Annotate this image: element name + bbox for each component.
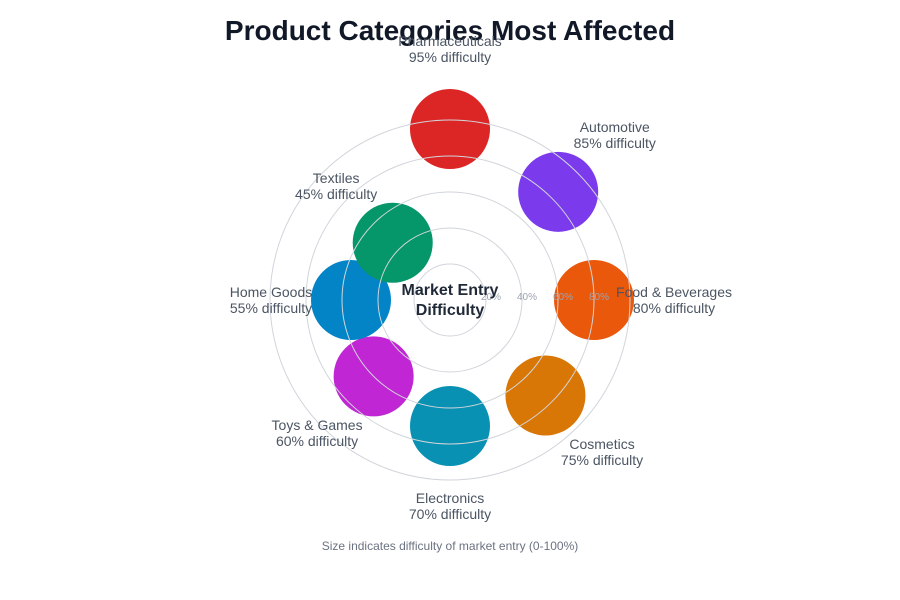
chart-title: Product Categories Most Affected xyxy=(225,15,675,46)
bubble-textiles xyxy=(352,202,433,283)
bubble-pharmaceuticals xyxy=(410,89,490,169)
label-toys-and-games: Toys & Games xyxy=(272,417,363,433)
label-cosmetics: Cosmetics xyxy=(569,436,634,452)
label-food-and-beverages: Food & Beverages xyxy=(616,284,732,300)
tick-label-80: 80% xyxy=(589,292,609,303)
grid-ring-80 xyxy=(305,155,595,445)
bubble-cosmetics xyxy=(505,355,586,436)
grid-ring-40 xyxy=(377,227,523,373)
grid-ring-60 xyxy=(341,191,559,409)
bubble-automotive xyxy=(518,151,599,232)
grid-rings xyxy=(269,119,631,481)
value-automotive: 85% difficulty xyxy=(574,135,656,151)
label-automotive: Automotive xyxy=(580,119,650,135)
value-textiles: 45% difficulty xyxy=(295,186,377,202)
bubble-home-goods xyxy=(311,260,391,340)
label-pharmaceuticals: Pharmaceuticals xyxy=(398,33,502,49)
label-textiles: Textiles xyxy=(313,170,360,186)
grid-ring-100 xyxy=(269,119,631,481)
tick-label-60: 60% xyxy=(553,292,573,303)
grid-ring-20 xyxy=(413,263,487,337)
tick-label-40: 40% xyxy=(517,292,537,303)
center-label-line-1: Market Entry xyxy=(402,282,499,299)
value-food-and-beverages: 80% difficulty xyxy=(633,300,715,316)
radial-tick-labels: 20% 40% 60% 80% xyxy=(481,292,609,303)
tick-label-20: 20% xyxy=(481,292,501,303)
value-toys-and-games: 60% difficulty xyxy=(276,433,358,449)
value-pharmaceuticals: 95% difficulty xyxy=(409,49,491,65)
label-electronics: Electronics xyxy=(416,490,484,506)
value-electronics: 70% difficulty xyxy=(409,506,491,522)
value-home-goods: 55% difficulty xyxy=(230,300,312,316)
label-home-goods: Home Goods xyxy=(230,284,312,300)
bubble-electronics xyxy=(410,386,490,466)
center-label-line-2: Difficulty xyxy=(416,302,485,319)
value-cosmetics: 75% difficulty xyxy=(561,452,643,468)
chart-note: Size indicates difficulty of market entr… xyxy=(322,539,579,553)
